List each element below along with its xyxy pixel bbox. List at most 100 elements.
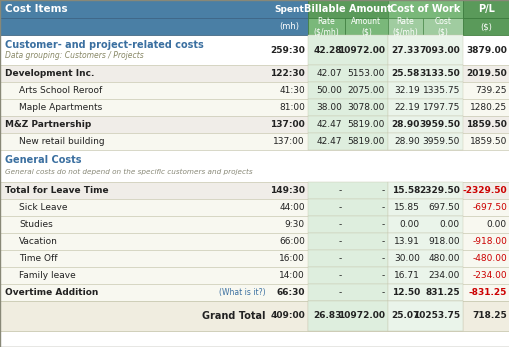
Text: 3959.50: 3959.50 — [418, 120, 459, 129]
Bar — [307, 301, 387, 331]
Bar — [307, 284, 387, 301]
Text: Development Inc.: Development Inc. — [5, 69, 94, 78]
Bar — [0, 133, 509, 150]
Bar — [387, 65, 462, 82]
Text: 137:00: 137:00 — [273, 137, 304, 146]
Text: 480.00: 480.00 — [428, 254, 459, 263]
Text: -: - — [338, 254, 342, 263]
Text: Rate
($/mh): Rate ($/mh) — [392, 17, 417, 36]
Text: Billable Amount: Billable Amount — [303, 4, 391, 14]
Bar — [307, 18, 344, 35]
Text: 16.71: 16.71 — [393, 271, 419, 280]
Text: 2019.50: 2019.50 — [465, 69, 506, 78]
Text: (What is it?): (What is it?) — [219, 288, 266, 297]
Text: 30.00: 30.00 — [393, 254, 419, 263]
Text: -: - — [381, 203, 384, 212]
Bar — [387, 99, 462, 116]
Text: -: - — [338, 203, 342, 212]
Bar — [387, 0, 462, 18]
Text: 41:30: 41:30 — [279, 86, 304, 95]
Text: 1280.25: 1280.25 — [469, 103, 506, 112]
Bar — [0, 35, 509, 65]
Text: 9:30: 9:30 — [285, 220, 304, 229]
Bar — [0, 301, 509, 331]
Bar — [307, 233, 387, 250]
Text: -: - — [381, 271, 384, 280]
Text: 3879.00: 3879.00 — [465, 45, 506, 54]
Text: 27.33: 27.33 — [391, 45, 419, 54]
Bar — [307, 35, 387, 65]
Bar — [307, 216, 387, 233]
Bar — [387, 116, 462, 133]
Bar — [307, 301, 387, 331]
Text: Total for Leave Time: Total for Leave Time — [5, 186, 108, 195]
Text: 12.50: 12.50 — [391, 288, 419, 297]
Text: 22.19: 22.19 — [393, 103, 419, 112]
Bar — [307, 82, 387, 99]
Text: 149:30: 149:30 — [269, 186, 304, 195]
Text: 259:30: 259:30 — [270, 45, 304, 54]
Bar — [0, 301, 509, 331]
Text: Vacation: Vacation — [19, 237, 58, 246]
Text: Studies: Studies — [19, 220, 52, 229]
Text: 81:00: 81:00 — [278, 103, 304, 112]
Bar — [387, 82, 462, 99]
Text: -234.00: -234.00 — [471, 271, 506, 280]
Text: 32.19: 32.19 — [393, 86, 419, 95]
Text: 7093.00: 7093.00 — [418, 45, 459, 54]
Bar — [387, 182, 462, 199]
Text: Sick Leave: Sick Leave — [19, 203, 67, 212]
Bar — [387, 199, 462, 216]
Text: Rate
($/mh): Rate ($/mh) — [313, 17, 338, 36]
Text: Grand Total: Grand Total — [202, 311, 266, 321]
Text: 38.00: 38.00 — [316, 103, 342, 112]
Text: 42.47: 42.47 — [316, 120, 342, 129]
Text: 137:00: 137:00 — [270, 120, 304, 129]
Text: 409:00: 409:00 — [270, 312, 304, 321]
Text: 42.28: 42.28 — [313, 45, 342, 54]
Text: ($): ($) — [479, 22, 492, 31]
Text: Spent: Spent — [273, 5, 303, 14]
Text: 15.58: 15.58 — [391, 186, 419, 195]
Bar — [387, 133, 462, 150]
Bar — [0, 116, 509, 133]
Text: -: - — [338, 271, 342, 280]
Text: -697.50: -697.50 — [471, 203, 506, 212]
Text: Data grouping: Customers / Projects: Data grouping: Customers / Projects — [5, 51, 144, 59]
Text: -: - — [381, 186, 384, 195]
Text: -: - — [338, 186, 342, 195]
Text: Maple Apartments: Maple Apartments — [19, 103, 102, 112]
Text: Overtime Addition: Overtime Addition — [5, 288, 98, 297]
Text: 10972.00: 10972.00 — [337, 312, 384, 321]
Text: 1335.75: 1335.75 — [422, 86, 459, 95]
Text: -831.25: -831.25 — [468, 288, 506, 297]
Text: 3959.50: 3959.50 — [422, 137, 459, 146]
Text: Arts School Reroof: Arts School Reroof — [19, 86, 102, 95]
Text: 0.00: 0.00 — [439, 220, 459, 229]
Text: -: - — [338, 288, 342, 297]
Bar — [0, 284, 509, 301]
Text: 25.07: 25.07 — [391, 312, 419, 321]
Bar — [462, 18, 509, 35]
Bar — [0, 182, 509, 199]
Bar — [387, 216, 462, 233]
Text: -: - — [338, 220, 342, 229]
Bar — [422, 18, 462, 35]
Text: -2329.50: -2329.50 — [462, 186, 506, 195]
Text: 66:00: 66:00 — [278, 237, 304, 246]
Text: -: - — [338, 237, 342, 246]
Bar — [0, 65, 509, 82]
Text: Amount
($): Amount ($) — [351, 17, 381, 36]
Text: 3133.50: 3133.50 — [418, 69, 459, 78]
Text: -: - — [381, 288, 384, 297]
Bar — [387, 18, 422, 35]
Bar — [307, 267, 387, 284]
Bar — [387, 301, 462, 331]
Bar — [307, 250, 387, 267]
Bar — [0, 250, 509, 267]
Bar — [0, 267, 509, 284]
Text: 718.25: 718.25 — [471, 312, 506, 321]
Text: 5153.00: 5153.00 — [347, 69, 384, 78]
Text: 28.90: 28.90 — [393, 137, 419, 146]
Text: 1797.75: 1797.75 — [422, 103, 459, 112]
